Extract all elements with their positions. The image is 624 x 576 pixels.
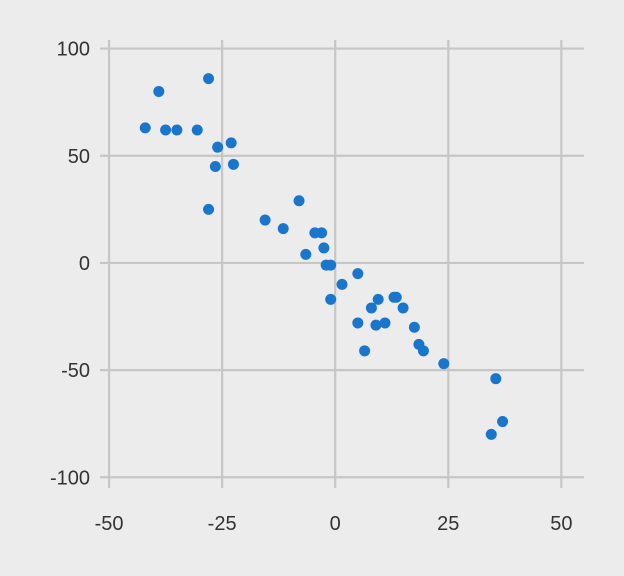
data-point (191, 124, 203, 136)
data-point (390, 291, 402, 303)
data-point (325, 259, 337, 271)
x-tick-label: 0 (330, 513, 341, 535)
data-point (225, 137, 237, 149)
data-point (397, 302, 409, 314)
data-point (359, 345, 371, 357)
data-point (408, 321, 420, 333)
data-point (379, 317, 391, 329)
data-point (160, 124, 172, 136)
data-point (336, 278, 348, 290)
data-point (203, 73, 215, 85)
data-point (485, 428, 497, 440)
data-point (417, 345, 429, 357)
data-point (227, 158, 239, 170)
x-axis-tick-labels: -50 -25 0 25 50 (95, 513, 573, 535)
data-point (209, 160, 221, 172)
data-point (497, 416, 509, 428)
x-tick-label: -50 (95, 513, 124, 535)
data-point (352, 317, 364, 329)
data-point (325, 293, 337, 305)
y-tick-label: -50 (61, 360, 90, 382)
data-point (318, 242, 330, 254)
data-point (300, 248, 312, 260)
data-points (139, 73, 509, 440)
data-point (277, 223, 289, 235)
data-point (212, 141, 224, 153)
y-tick-label: 100 (57, 39, 90, 61)
y-axis-tick-labels: 100 50 0 -50 -100 (50, 39, 90, 490)
y-tick-label: 50 (68, 146, 90, 168)
data-point (171, 124, 183, 136)
data-point (365, 302, 377, 314)
data-point (293, 195, 305, 207)
data-point (259, 214, 271, 226)
data-point (372, 293, 384, 305)
x-tick-label: -25 (208, 513, 237, 535)
data-point (490, 373, 502, 385)
x-tick-label: 25 (437, 513, 459, 535)
x-tick-label: 50 (550, 513, 572, 535)
data-point (438, 358, 450, 370)
data-point (139, 122, 151, 134)
data-point (370, 319, 382, 331)
y-tick-label: 0 (79, 253, 90, 275)
data-point (316, 227, 328, 239)
data-point (352, 268, 364, 280)
y-grid (100, 47, 584, 479)
data-point (203, 203, 215, 215)
y-tick-label: -100 (50, 467, 90, 489)
data-point (153, 85, 165, 97)
